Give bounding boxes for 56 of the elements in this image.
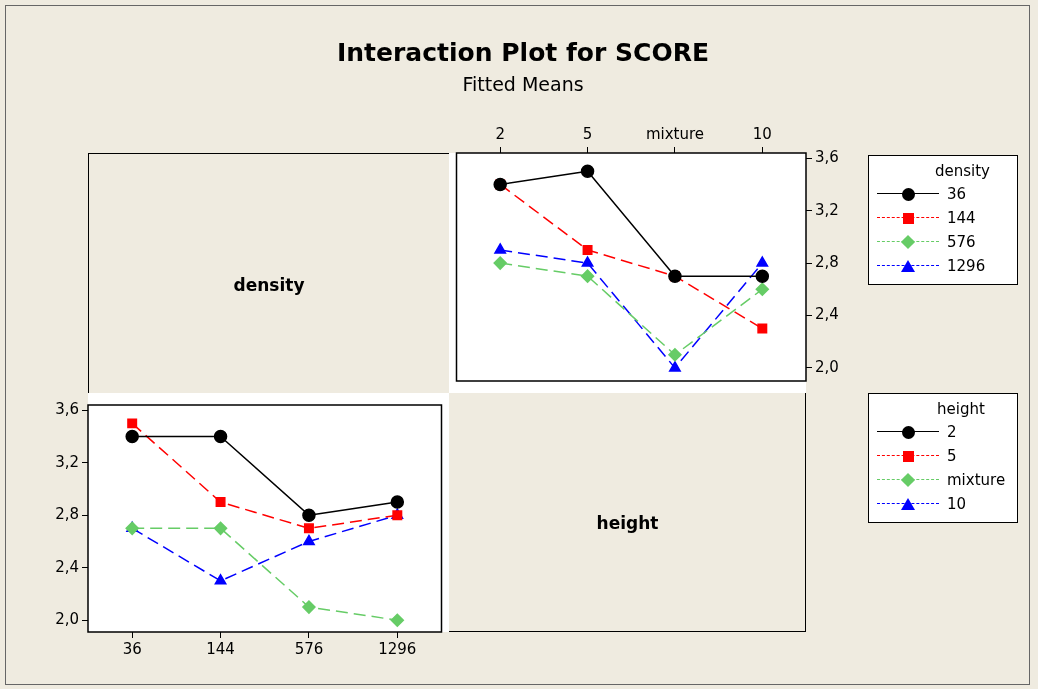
legend-label: 144 — [947, 209, 976, 227]
y-tick-label: 3,2 — [55, 452, 79, 471]
point — [755, 282, 770, 297]
point — [303, 523, 314, 534]
y-tick-label: 3,2 — [815, 200, 839, 219]
point — [755, 269, 770, 283]
point — [581, 256, 594, 267]
chart-title: Interaction Plot for SCORE — [336, 38, 710, 67]
legend-label: 576 — [947, 233, 976, 251]
x-tick-label: 10 — [752, 124, 772, 143]
y-tick-label: 3,6 — [815, 148, 839, 167]
point — [213, 521, 228, 536]
legend-label: 5 — [947, 447, 957, 465]
point — [756, 256, 769, 267]
point — [213, 429, 228, 444]
y-tick-label: 2,4 — [55, 557, 79, 576]
point — [390, 495, 405, 509]
y-tick-label: 2,0 — [55, 610, 79, 629]
legend-title: height — [936, 400, 986, 418]
legend-label: 2 — [947, 423, 957, 441]
x-tick-label: mixture — [645, 124, 704, 143]
point — [215, 497, 226, 508]
point — [127, 418, 138, 429]
point — [668, 348, 682, 362]
y-tick-label: 2,4 — [815, 305, 839, 324]
point — [390, 613, 405, 627]
legend-label: 36 — [947, 185, 967, 203]
point — [757, 323, 768, 334]
x-axis-title: density — [232, 275, 306, 295]
point — [302, 534, 315, 546]
x-tick-label: 36 — [122, 639, 142, 658]
point — [494, 243, 507, 254]
x-axis-title: height — [595, 513, 660, 533]
y-tick-label: 2,0 — [815, 357, 839, 376]
y-tick-label: 2,8 — [815, 252, 839, 271]
point — [580, 164, 595, 179]
point — [582, 244, 593, 255]
x-tick-label: 576 — [294, 639, 324, 658]
legend-label: 10 — [947, 495, 967, 513]
legend-label: mixture — [947, 471, 1006, 489]
point — [125, 429, 139, 444]
legend-title: density — [934, 162, 991, 180]
point — [302, 508, 316, 522]
x-tick-label: 5 — [582, 124, 593, 143]
x-tick-label: 144 — [206, 639, 235, 658]
y-tick-label: 3,6 — [55, 400, 79, 419]
chart-subtitle: Fitted Means — [461, 73, 585, 95]
legend-label: 1296 — [947, 257, 986, 275]
point — [580, 269, 595, 283]
y-tick-label: 2,8 — [55, 505, 79, 524]
x-tick-label: 2 — [495, 124, 505, 143]
x-tick-label: 1296 — [378, 639, 417, 658]
point — [493, 256, 507, 270]
point — [302, 600, 316, 614]
point — [214, 574, 227, 585]
point — [668, 361, 681, 372]
